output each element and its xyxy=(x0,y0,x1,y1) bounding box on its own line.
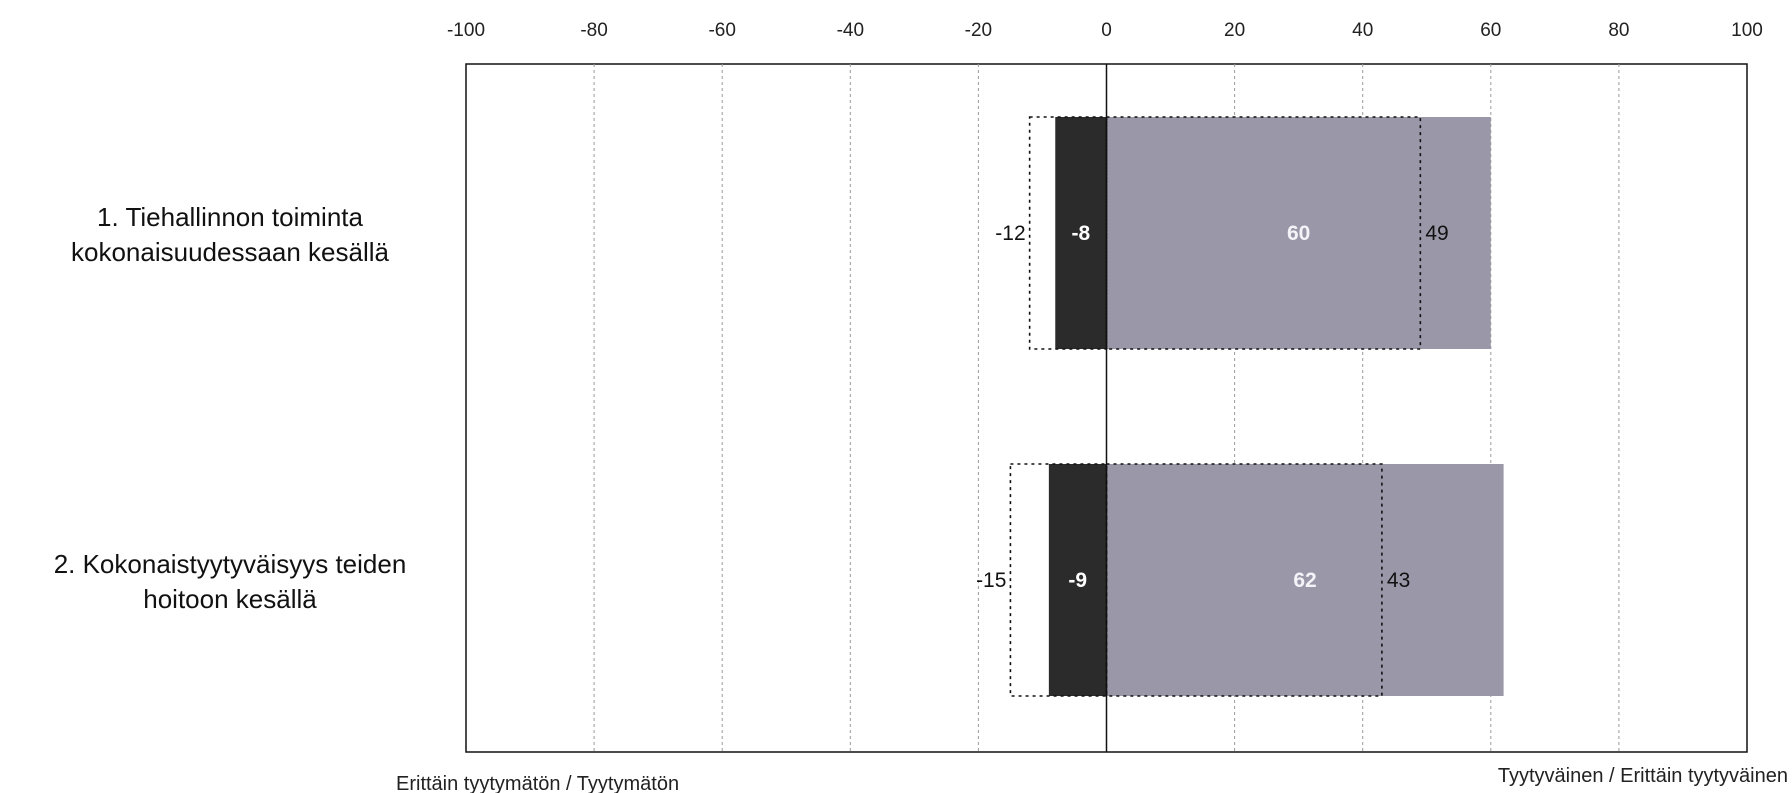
category-label-line: hoitoon kesällä xyxy=(143,584,317,614)
x-caption-left: Erittäin tyytymätön / Tyytymätön xyxy=(396,773,679,793)
category-label-line: kokonaisuudessaan kesällä xyxy=(71,237,390,267)
x-tick-label: 80 xyxy=(1608,20,1629,41)
data-label: 60 xyxy=(1287,222,1310,245)
data-label: 43 xyxy=(1387,569,1410,592)
x-tick-label: 20 xyxy=(1224,20,1245,41)
x-tick-label: -100 xyxy=(447,20,485,41)
category-label-line: 2. Kokonaistyytyväisyys teiden xyxy=(54,549,407,579)
data-label: -8 xyxy=(1072,222,1091,245)
x-tick-label: 100 xyxy=(1731,20,1763,41)
x-tick-label: -60 xyxy=(708,20,735,41)
data-label: 49 xyxy=(1425,222,1448,245)
data-label: -12 xyxy=(995,222,1025,245)
data-label: 62 xyxy=(1293,569,1316,592)
bar xyxy=(1106,117,1491,349)
data-label: -9 xyxy=(1068,569,1087,592)
bar xyxy=(1106,464,1504,696)
x-caption-right: Tyytyväinen / Erittäin tyytyväinen xyxy=(1498,765,1788,787)
category-label: 2. Kokonaistyytyväisyys teiden hoitoon ke… xyxy=(54,549,407,614)
x-tick-label: 40 xyxy=(1352,20,1373,41)
x-tick-label: -40 xyxy=(837,20,864,41)
x-tick-label: -80 xyxy=(580,20,607,41)
category-label-line: 1. Tiehallinnon toiminta xyxy=(97,202,363,232)
bar xyxy=(1048,464,1107,696)
category-label: 1. Tiehallinnon toiminta kokonaisuudessaa… xyxy=(71,202,390,267)
x-tick-label: 0 xyxy=(1101,20,1112,41)
data-label: -15 xyxy=(976,569,1006,592)
x-tick-label: 60 xyxy=(1480,20,1501,41)
x-tick-label: -20 xyxy=(965,20,992,41)
bar xyxy=(1055,117,1107,349)
